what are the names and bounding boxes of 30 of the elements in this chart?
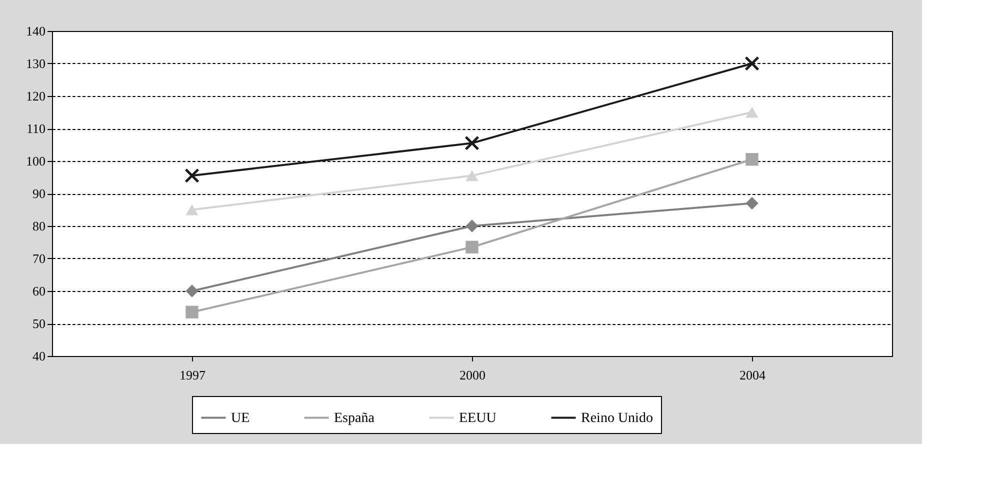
point bbox=[184, 168, 200, 183]
y-tick-label: 140 bbox=[26, 24, 46, 38]
y-tick-label: 40 bbox=[32, 348, 46, 364]
legend-label: España bbox=[334, 410, 376, 426]
point bbox=[746, 196, 758, 210]
x-tick-label: 2000 bbox=[460, 368, 486, 382]
point bbox=[744, 56, 760, 71]
y-tick-label: 70 bbox=[32, 251, 46, 266]
y-tick-label: 120 bbox=[26, 88, 46, 104]
y-tick-label: 100 bbox=[26, 154, 46, 168]
point bbox=[466, 170, 478, 182]
point bbox=[746, 153, 758, 166]
point bbox=[466, 220, 478, 232]
y-tick-label: 50 bbox=[32, 316, 46, 331]
y-tick-label: 130 bbox=[26, 56, 46, 71]
y-tick-label: 90 bbox=[32, 186, 46, 201]
point bbox=[464, 136, 480, 150]
point bbox=[466, 240, 478, 254]
point bbox=[746, 106, 758, 118]
x-tick-label: 2004 bbox=[740, 368, 766, 382]
point bbox=[186, 306, 198, 318]
legend-label: Reino Unido bbox=[581, 410, 653, 426]
point bbox=[186, 284, 198, 298]
y-tick-label: 110 bbox=[26, 121, 46, 136]
y-tick-label: 60 bbox=[32, 284, 46, 298]
legend-label: UE bbox=[231, 410, 250, 426]
legend-label: EEUU bbox=[459, 410, 496, 426]
x-tick-label: 1997 bbox=[180, 368, 206, 382]
point bbox=[186, 204, 198, 216]
y-tick-label: 80 bbox=[32, 218, 46, 234]
